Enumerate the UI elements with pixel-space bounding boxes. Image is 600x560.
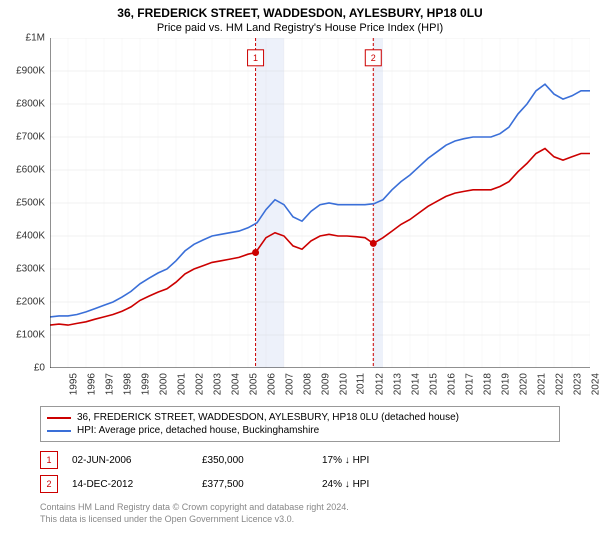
x-tick-label: 2013 (392, 373, 403, 395)
transaction-delta: 17% ↓ HPI (322, 455, 369, 466)
transaction-row: 2 14-DEC-2012£377,50024% ↓ HPI (40, 472, 560, 496)
transaction-date: 02-JUN-2006 (72, 455, 202, 466)
x-tick-label: 2006 (266, 373, 277, 395)
x-tick-label: 1995 (68, 373, 79, 395)
x-tick-label: 2004 (230, 373, 241, 395)
x-tick-label: 2012 (374, 373, 385, 395)
x-tick-label: 2005 (248, 373, 259, 395)
legend-item: HPI: Average price, detached house, Buck… (47, 424, 553, 437)
x-tick-label: 2008 (302, 373, 313, 395)
svg-text:1: 1 (253, 53, 258, 63)
y-tick-label: £600K (16, 165, 45, 176)
legend-label: 36, FREDERICK STREET, WADDESDON, AYLESBU… (77, 412, 459, 423)
x-tick-label: 2011 (356, 373, 367, 395)
y-tick-label: £100K (16, 330, 45, 341)
transaction-delta: 24% ↓ HPI (322, 479, 369, 490)
x-tick-label: 2017 (464, 373, 475, 395)
x-tick-label: 1998 (122, 373, 133, 395)
x-tick-label: 2001 (176, 373, 187, 395)
y-tick-label: £200K (16, 297, 45, 308)
legend-label: HPI: Average price, detached house, Buck… (77, 425, 319, 436)
x-tick-label: 2023 (572, 373, 583, 395)
x-tick-label: 2019 (500, 373, 511, 395)
x-tick-label: 2021 (536, 373, 547, 395)
transaction-dot (370, 240, 377, 247)
chart-area: 12 £0£100K£200K£300K£400K£500K£600K£700K… (50, 38, 590, 398)
attribution-line: This data is licensed under the Open Gov… (40, 514, 560, 526)
x-tick-label: 2002 (194, 373, 205, 395)
x-tick-label: 2010 (338, 373, 349, 395)
y-tick-label: £300K (16, 264, 45, 275)
x-tick-label: 2018 (482, 373, 493, 395)
y-tick-label: £0 (34, 363, 45, 374)
attribution: Contains HM Land Registry data © Crown c… (40, 502, 560, 525)
y-tick-label: £500K (16, 198, 45, 209)
x-tick-label: 2000 (158, 373, 169, 395)
y-tick-label: £1M (26, 33, 45, 44)
x-tick-label: 2015 (428, 373, 439, 395)
legend-swatch (47, 430, 71, 432)
svg-text:2: 2 (371, 53, 376, 63)
legend: 36, FREDERICK STREET, WADDESDON, AYLESBU… (40, 406, 560, 442)
page-title: 36, FREDERICK STREET, WADDESDON, AYLESBU… (0, 0, 600, 20)
y-tick-label: £400K (16, 231, 45, 242)
x-tick-label: 2024 (590, 373, 600, 395)
x-tick-label: 1999 (140, 373, 151, 395)
y-tick-label: £800K (16, 99, 45, 110)
y-tick-label: £900K (16, 66, 45, 77)
transactions-table: 1 02-JUN-2006£350,00017% ↓ HPI 2 14-DEC-201… (40, 448, 560, 496)
x-tick-label: 2020 (518, 373, 529, 395)
legend-swatch (47, 417, 71, 419)
x-tick-label: 2007 (284, 373, 295, 395)
x-tick-label: 2014 (410, 373, 421, 395)
x-tick-label: 1996 (86, 373, 97, 395)
x-tick-label: 1997 (104, 373, 115, 395)
x-tick-label: 2003 (212, 373, 223, 395)
y-tick-label: £700K (16, 132, 45, 143)
transaction-price: £350,000 (202, 455, 322, 466)
legend-item: 36, FREDERICK STREET, WADDESDON, AYLESBU… (47, 411, 553, 424)
x-tick-label: 2016 (446, 373, 457, 395)
chart-svg: 12 (50, 38, 590, 368)
transaction-marker: 2 (40, 475, 58, 493)
transaction-price: £377,500 (202, 479, 322, 490)
transaction-dot (252, 249, 259, 256)
transaction-row: 1 02-JUN-2006£350,00017% ↓ HPI (40, 448, 560, 472)
page-subtitle: Price paid vs. HM Land Registry's House … (0, 20, 600, 38)
transaction-date: 14-DEC-2012 (72, 479, 202, 490)
x-tick-label: 2009 (320, 373, 331, 395)
transaction-marker: 1 (40, 451, 58, 469)
x-tick-label: 2022 (554, 373, 565, 395)
attribution-line: Contains HM Land Registry data © Crown c… (40, 502, 560, 514)
